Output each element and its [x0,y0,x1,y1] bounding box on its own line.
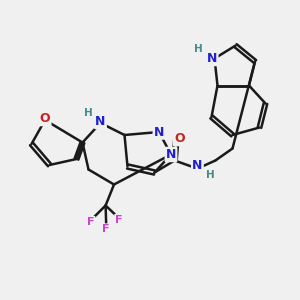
Text: H: H [194,44,202,54]
Text: N: N [207,52,217,65]
Text: O: O [174,132,185,145]
Text: F: F [115,215,123,225]
Text: H: H [206,170,214,180]
Text: H: H [84,108,93,118]
Text: O: O [40,112,50,125]
Text: N: N [95,115,106,128]
Text: F: F [103,224,110,235]
Text: F: F [87,217,94,227]
Text: N: N [192,159,203,172]
Text: N: N [154,125,164,139]
Text: N: N [166,148,176,161]
